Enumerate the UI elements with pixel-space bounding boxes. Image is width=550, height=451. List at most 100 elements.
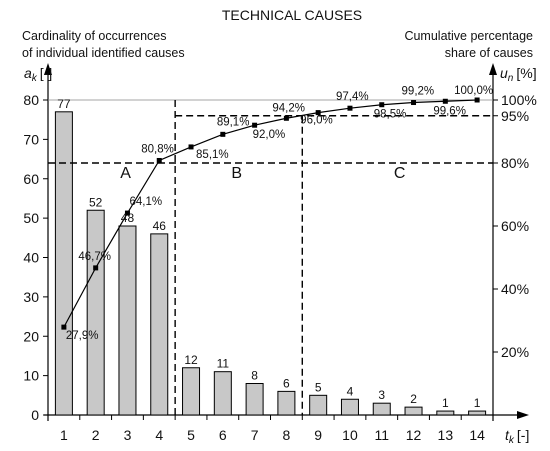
bar-value-label: 11: [217, 357, 230, 371]
cumulative-label: 100,0%: [454, 85, 493, 97]
bar-value-label: 2: [410, 392, 417, 406]
cumulative-point: [347, 105, 353, 111]
bar-value-label: 8: [251, 369, 258, 383]
zone-label: B: [231, 165, 242, 182]
x-tick-label: 13: [438, 427, 454, 443]
bar-value-label: 46: [153, 219, 167, 233]
right-tick-label: 100%: [501, 92, 537, 108]
cumulative-label: 64,1%: [129, 196, 162, 208]
x-tick-label: 14: [469, 427, 485, 443]
axes: ak [-] un [%]tk [-]0102030405060708020%40%60…: [23, 63, 537, 446]
cumulative-label: 89,1%: [217, 116, 250, 128]
left-axis-unit: [-]: [40, 65, 52, 81]
cumulative-label: 97,4%: [336, 91, 369, 103]
right-axis-title-line2: share of causes: [445, 46, 533, 60]
x-tick-label: 12: [406, 427, 422, 443]
cumulative-label: 27,9%: [66, 330, 99, 342]
x-axis-unit: [-]: [517, 427, 529, 443]
bar: [118, 225, 137, 416]
x-tick-label: 4: [155, 427, 163, 443]
right-axis-title-line1: Cumulative percentage: [404, 29, 533, 43]
cumulative-label: 99,2%: [402, 86, 435, 98]
cumulative-point: [379, 102, 385, 108]
bar: [404, 406, 423, 416]
right-axis-arrow: [489, 63, 497, 75]
zone-label: A: [120, 165, 131, 182]
left-axis-symbol-sub: k: [32, 73, 38, 84]
bar: [245, 383, 264, 416]
bar-value-label: 3: [378, 388, 385, 402]
x-tick-label: 6: [219, 427, 227, 443]
bar-value-label: 12: [184, 353, 198, 367]
cumulative-label: 80,8%: [141, 143, 174, 155]
cumulative-label: 85,1%: [196, 149, 229, 161]
cumulative-point: [474, 97, 480, 103]
bar: [340, 398, 359, 416]
cumulative-curve: [61, 97, 480, 330]
cumulative-label: 99,6%: [433, 105, 466, 117]
left-tick-label: 60: [23, 171, 39, 187]
x-tick-label: 2: [92, 427, 100, 443]
right-tick-label: 40%: [501, 281, 529, 297]
cumulative-point: [188, 144, 194, 150]
cumulative-point: [442, 98, 448, 104]
cumulative-point: [124, 210, 130, 216]
cumulative-point: [220, 131, 226, 137]
x-tick-label: 7: [251, 427, 259, 443]
left-axis-title-line2: of individual identified causes: [22, 46, 185, 60]
x-tick-label: 1: [60, 427, 68, 443]
right-tick-label: 95%: [501, 108, 529, 124]
left-tick-label: 50: [23, 210, 39, 226]
left-tick-label: 20: [23, 328, 39, 344]
bar: [309, 394, 328, 416]
right-axis-unit: [%]: [516, 65, 536, 81]
left-tick-label: 80: [23, 92, 39, 108]
bar: [213, 371, 232, 416]
cumulative-point: [411, 100, 417, 106]
cumulative-point: [283, 115, 289, 121]
cumulative-label: 92,0%: [253, 129, 286, 141]
bar-value-label: 77: [57, 97, 71, 111]
cumulative-point: [156, 157, 162, 163]
bar-value-label: 6: [283, 376, 290, 390]
bar-value-label: 4: [347, 384, 354, 398]
x-tick-label: 3: [124, 427, 132, 443]
bar: [372, 402, 391, 416]
right-tick-label: 60%: [501, 218, 529, 234]
x-tick-label: 5: [187, 427, 195, 443]
zone-label: C: [394, 165, 406, 182]
x-axis-symbol: tk [-]: [505, 427, 529, 446]
cumulative-point: [315, 110, 321, 116]
left-tick-label: 70: [23, 131, 39, 147]
x-axis-symbol-sub: k: [509, 435, 515, 446]
cumulative-label: 98,5%: [374, 109, 407, 121]
cumulative-label: 94,2%: [272, 102, 305, 114]
right-axis-symbol-main: u: [500, 65, 508, 81]
cumulative-label: 46,7%: [78, 251, 111, 263]
cumulative-point: [252, 122, 258, 128]
left-axis-title-line1: Cardinality of occurrences: [22, 29, 167, 43]
bar-value-label: 5: [315, 380, 322, 394]
cumulative-point: [93, 265, 99, 271]
x-axis-symbol-main: t: [505, 427, 510, 443]
bar-value-label: 1: [442, 396, 449, 410]
left-tick-label: 10: [23, 368, 39, 384]
x-tick-label: 9: [314, 427, 322, 443]
bar: [54, 111, 73, 416]
bar-value-label: 48: [121, 211, 135, 225]
chart-title: TECHNICAL CAUSES: [222, 7, 362, 23]
cumulative-line: [63, 99, 478, 328]
bar: [182, 367, 201, 416]
bar: [150, 233, 169, 416]
right-tick-label: 20%: [501, 344, 529, 360]
left-tick-label: 40: [23, 250, 39, 266]
right-axis-symbol-sub: n: [508, 73, 514, 84]
bars: [54, 111, 487, 416]
cumulative-label: 96,0%: [300, 115, 333, 127]
x-axis-arrow: [517, 411, 529, 419]
right-axis-symbol: un [%]: [500, 65, 537, 84]
bar: [86, 209, 105, 416]
bar-value-label: 52: [89, 195, 103, 209]
